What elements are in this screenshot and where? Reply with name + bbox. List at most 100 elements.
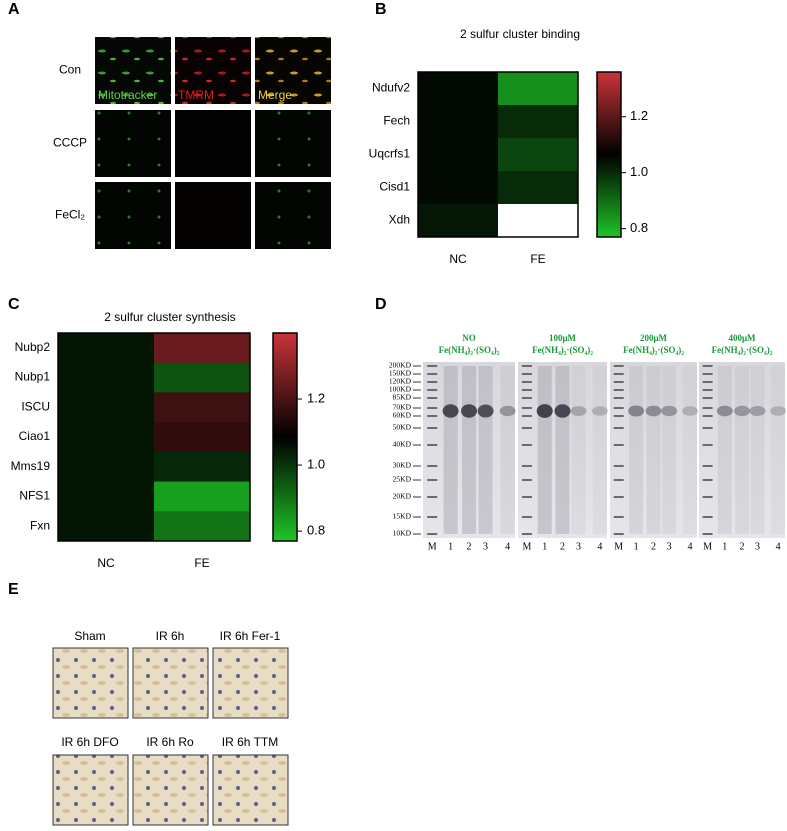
- protein-band: [749, 405, 766, 417]
- heatmap-cell: [418, 171, 499, 205]
- heatmap-cell: [58, 451, 155, 483]
- heatmap-cell: [154, 451, 251, 483]
- ladder-band: [521, 533, 532, 535]
- group-label: Fe(NH₄)₂·(SO₄)₂: [439, 345, 500, 355]
- ladder-band: [427, 444, 438, 446]
- chart-title: 2 sulfur cluster synthesis: [104, 310, 235, 324]
- marker-label: 25KD: [393, 475, 412, 484]
- lane-label: 4: [688, 541, 693, 552]
- ladder-band: [427, 407, 438, 409]
- gel: [610, 362, 697, 538]
- row-label: Xdh: [389, 213, 410, 227]
- group-label: NO: [462, 333, 476, 343]
- ladder-band: [427, 415, 438, 417]
- chart-title: 2 sulfur cluster binding: [460, 27, 580, 41]
- ladder-band: [427, 427, 438, 429]
- group-label: Fe(NH₄)₂·(SO₄)₂: [712, 345, 773, 355]
- lane-label: 1: [448, 541, 453, 552]
- marker-label: 20KD: [393, 492, 412, 501]
- heatmap-cell: [498, 204, 579, 238]
- lane-smear: [683, 366, 698, 534]
- ladder-band: [521, 381, 532, 383]
- protein-band: [570, 406, 587, 416]
- ladder-band: [702, 479, 713, 481]
- channel-label: TMRM: [178, 88, 214, 102]
- lane-smear: [629, 366, 644, 534]
- ladder-band: [613, 373, 624, 375]
- ladder-band: [521, 389, 532, 391]
- colorbar-tick-label: 1.2: [307, 390, 325, 405]
- ladder-band: [702, 381, 713, 383]
- protein-band: [645, 405, 662, 417]
- marker-label: 70KD: [393, 403, 412, 412]
- heatmap-cell: [498, 171, 579, 205]
- lane-label: 1: [722, 541, 727, 552]
- lane-label: 3: [755, 541, 760, 552]
- protein-band: [716, 405, 733, 417]
- ladder-band: [613, 389, 624, 391]
- lane-smear: [500, 366, 515, 534]
- ladder-band: [702, 389, 713, 391]
- heatmap-cell: [58, 511, 155, 542]
- ladder-band: [613, 533, 624, 535]
- protein-band: [628, 405, 645, 417]
- colorbar-tick-label: 1.0: [307, 457, 325, 472]
- lane-label: 2: [651, 541, 656, 552]
- lane-smear: [646, 366, 661, 534]
- heatmap-cell: [418, 204, 499, 238]
- micrograph: [175, 182, 251, 249]
- ladder-band: [427, 479, 438, 481]
- protein-band: [661, 405, 678, 417]
- ladder-band: [521, 407, 532, 409]
- lane-smear: [771, 366, 786, 534]
- column-label: FE: [530, 252, 545, 266]
- micrograph: [255, 182, 331, 249]
- micrograph: [95, 37, 171, 104]
- micrograph: [255, 37, 331, 104]
- marker-label: 85KD: [393, 393, 412, 402]
- ladder-band: [702, 397, 713, 399]
- group-label: 200μM: [640, 333, 668, 343]
- lane-smear: [662, 366, 677, 534]
- ladder-band: [702, 516, 713, 518]
- ladder-band: [521, 415, 532, 417]
- lane-label: 2: [560, 541, 565, 552]
- protein-band: [461, 404, 477, 418]
- histology-image: [212, 754, 289, 826]
- row-label: Fxn: [30, 518, 50, 532]
- histology-image: [52, 754, 129, 826]
- lane-label: 3: [576, 541, 581, 552]
- heatmap-cell: [58, 333, 155, 364]
- panel-letter: A: [8, 1, 20, 18]
- lane-label: M: [703, 541, 712, 552]
- protein-band: [477, 404, 494, 418]
- row-label: ISCU: [21, 399, 50, 413]
- protein-band: [734, 405, 750, 417]
- histology-image: [132, 754, 209, 826]
- ladder-band: [613, 365, 624, 367]
- channel-label: Merge: [258, 88, 292, 102]
- column-label: NC: [97, 556, 115, 570]
- ladder-band: [613, 407, 624, 409]
- row-label: Ciao1: [19, 429, 51, 443]
- heatmap-cell: [154, 422, 251, 453]
- ladder-band: [702, 465, 713, 467]
- ladder-band: [702, 373, 713, 375]
- micrograph: [95, 110, 171, 177]
- histology-image: [52, 647, 129, 719]
- ladder-band: [702, 365, 713, 367]
- micrograph: [175, 110, 251, 177]
- heatmap-cell: [498, 138, 579, 172]
- ladder-band: [521, 479, 532, 481]
- ladder-band: [613, 444, 624, 446]
- row-label: Nubp2: [15, 340, 51, 354]
- lane-label: 3: [667, 541, 672, 552]
- heatmap-cell: [58, 392, 155, 423]
- lane-smear: [592, 366, 607, 534]
- row-label: CCCP: [53, 136, 87, 150]
- lane-label: 1: [542, 541, 547, 552]
- gel: [518, 362, 607, 538]
- ladder-band: [427, 465, 438, 467]
- ladder-band: [613, 415, 624, 417]
- ladder-band: [613, 397, 624, 399]
